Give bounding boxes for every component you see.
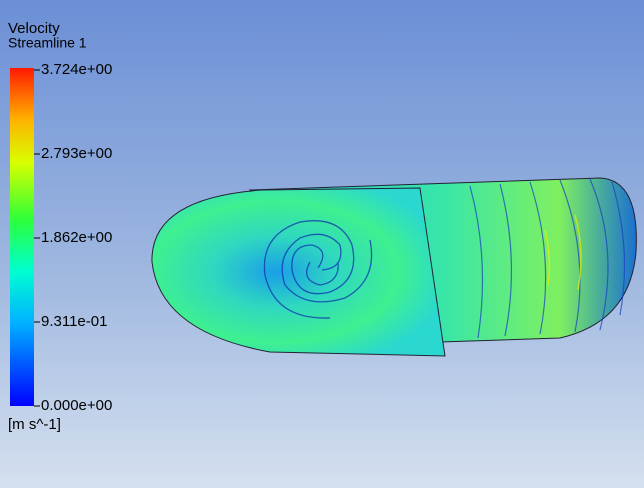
legend-unit: [m s^-1] xyxy=(8,416,61,433)
page: Velocity Streamline 1 3.724e+002.793e+00… xyxy=(0,0,644,488)
legend-subtitle: Streamline 1 xyxy=(8,35,87,51)
legend-label: 9.311e-01 xyxy=(41,313,107,330)
viewport: Velocity Streamline 1 3.724e+002.793e+00… xyxy=(0,0,644,488)
legend-label: 2.793e+00 xyxy=(41,145,112,162)
color-bar xyxy=(10,68,34,406)
streamline-geometry xyxy=(152,178,636,356)
legend-label: 0.000e+00 xyxy=(41,397,112,414)
legend-label: 3.724e+00 xyxy=(41,61,112,78)
legend-label: 1.862e+00 xyxy=(41,229,112,246)
